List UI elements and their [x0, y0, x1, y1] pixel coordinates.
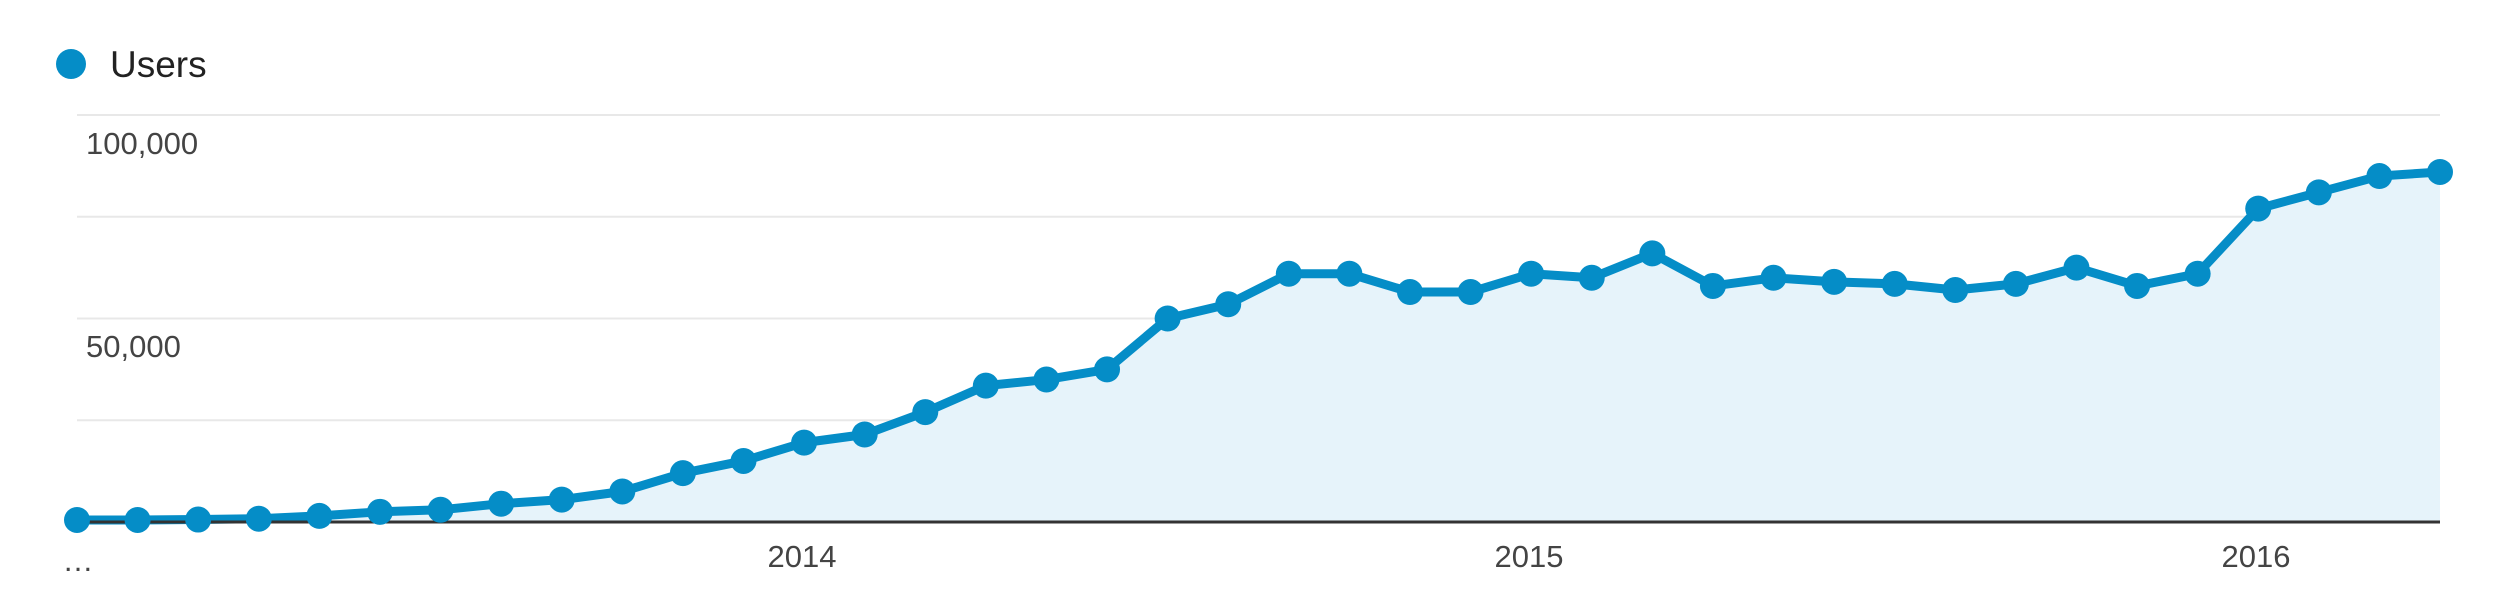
legend-label: Users: [110, 44, 207, 85]
data-point[interactable]: [1275, 260, 1302, 287]
data-point[interactable]: [427, 496, 454, 523]
data-point[interactable]: [912, 399, 939, 426]
data-point[interactable]: [185, 506, 212, 533]
legend-swatch-icon: [56, 49, 86, 79]
data-point[interactable]: [1518, 260, 1545, 287]
data-point[interactable]: [2124, 272, 2151, 299]
data-point[interactable]: [2184, 260, 2211, 287]
data-point[interactable]: [1215, 291, 1242, 318]
data-point[interactable]: [2366, 163, 2393, 190]
data-point[interactable]: [64, 506, 90, 533]
y-tick-label-50000: 50,000: [86, 329, 181, 364]
data-point[interactable]: [1094, 356, 1121, 383]
data-point[interactable]: [548, 486, 575, 513]
data-point[interactable]: [972, 372, 999, 399]
data-point[interactable]: [1699, 272, 1726, 299]
data-point[interactable]: [2245, 195, 2272, 222]
x-tick-label-2016: 2016: [2222, 539, 2291, 574]
data-point[interactable]: [1942, 277, 1969, 304]
data-point[interactable]: [1578, 264, 1605, 291]
data-point[interactable]: [306, 502, 333, 529]
x-tick-label-2015: 2015: [1495, 539, 1564, 574]
data-point[interactable]: [2063, 254, 2090, 281]
data-point[interactable]: [488, 490, 515, 517]
data-points: [64, 158, 2453, 533]
data-point[interactable]: [1336, 260, 1363, 287]
data-point[interactable]: [1821, 268, 1848, 295]
data-point[interactable]: [2305, 179, 2332, 206]
users-series-line: [72, 167, 2445, 525]
data-point[interactable]: [851, 421, 878, 448]
x-axis-ticks: … 2014 2015 2016: [63, 539, 2291, 578]
data-point[interactable]: [1154, 305, 1181, 332]
data-point[interactable]: [2002, 270, 2029, 297]
y-tick-label-100000: 100,000: [86, 126, 198, 161]
data-point[interactable]: [366, 498, 393, 525]
data-point[interactable]: [1033, 366, 1060, 393]
data-point[interactable]: [791, 429, 818, 456]
data-point[interactable]: [245, 505, 272, 532]
data-point[interactable]: [1881, 270, 1908, 297]
chart-legend[interactable]: Users: [56, 44, 207, 85]
data-point[interactable]: [1396, 279, 1423, 306]
data-point[interactable]: [1760, 264, 1787, 291]
data-point[interactable]: [124, 506, 151, 533]
x-tick-label-ellipsis: …: [63, 543, 94, 578]
data-point[interactable]: [609, 478, 636, 505]
data-point[interactable]: [669, 460, 696, 487]
data-point[interactable]: [2427, 158, 2453, 185]
data-point[interactable]: [730, 447, 757, 474]
users-area-fill: [77, 171, 2440, 523]
y-axis-ticks: 100,000 50,000: [86, 126, 198, 364]
data-point[interactable]: [1457, 279, 1484, 306]
data-point[interactable]: [1639, 240, 1666, 267]
x-tick-label-2014: 2014: [768, 539, 837, 574]
